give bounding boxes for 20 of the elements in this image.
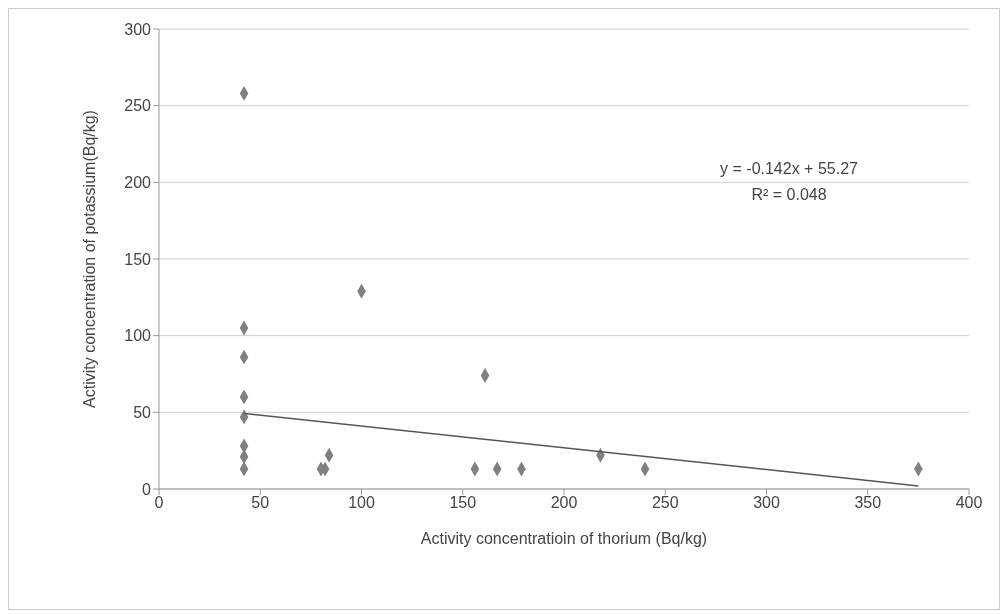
- y-tick-label: 200: [124, 174, 152, 192]
- x-tick-label: 350: [854, 494, 882, 512]
- y-tick-label: 100: [124, 327, 152, 345]
- x-tick-label: 50: [251, 494, 270, 512]
- y-tick-label: 250: [124, 97, 152, 115]
- y-axis-title: Activity concentration of potassium(Bq/kg): [80, 110, 98, 408]
- x-tick-label: 400: [955, 494, 983, 512]
- x-tick-label: 300: [753, 494, 780, 512]
- x-tick-label: 150: [449, 494, 477, 512]
- y-tick-label: 0: [142, 480, 152, 498]
- x-axis-title: Activity concentratioin of thorium (Bq/kg): [420, 530, 708, 547]
- y-tick-label: 300: [124, 20, 152, 38]
- annotation: R² = 0.048: [751, 186, 827, 203]
- x-tick-label: 100: [348, 494, 375, 512]
- y-tick-label: 50: [133, 404, 152, 422]
- x-tick-label: 0: [154, 494, 164, 512]
- x-tick-label: 200: [550, 494, 578, 512]
- x-tick-label: 250: [651, 494, 679, 512]
- annotation: y = -0.142x + 55.27: [720, 160, 859, 177]
- y-tick-label: 150: [124, 250, 152, 268]
